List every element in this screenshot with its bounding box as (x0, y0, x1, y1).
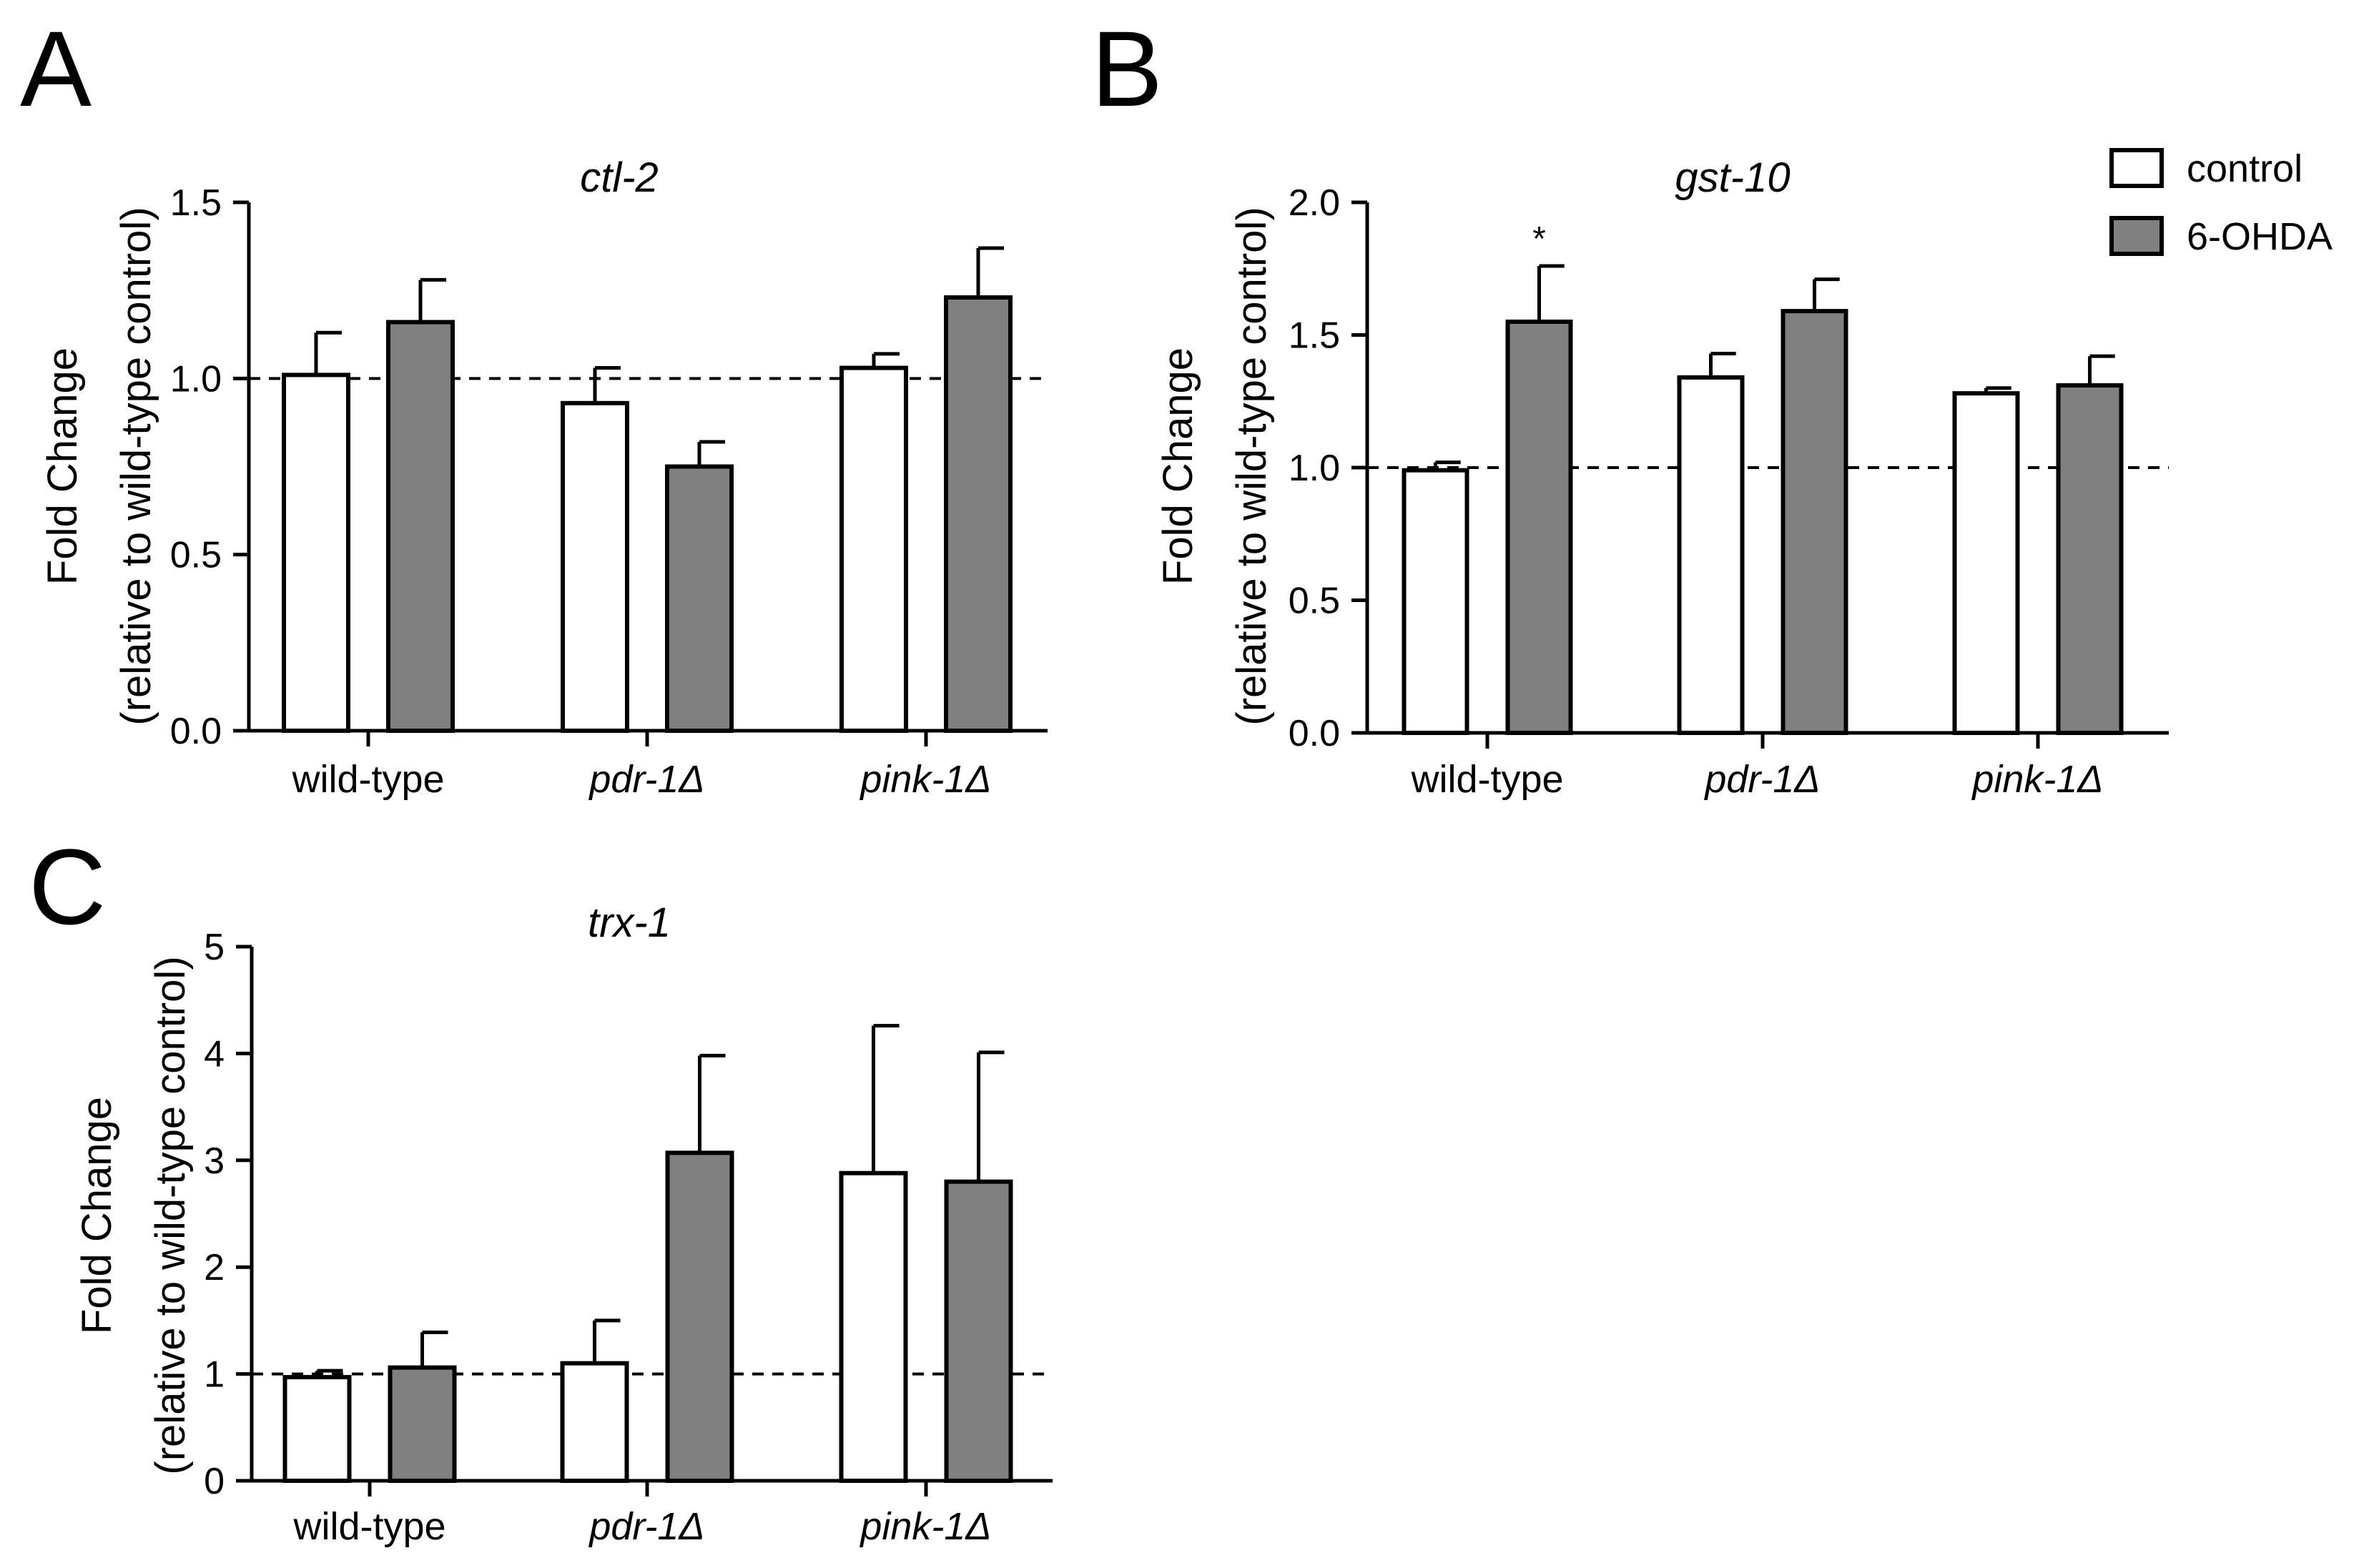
x-tick-label: pink-1Δ (859, 758, 991, 801)
bar-control-1 (560, 1361, 629, 1484)
y-axis-label: Fold Change (39, 347, 86, 585)
chart-title: ctl-2 (580, 154, 659, 201)
y-axis-label: Fold Change (1155, 347, 1201, 585)
bar-6-ohda-2 (944, 295, 1013, 733)
x-tick-label: pdr-1Δ (588, 1505, 704, 1548)
x-tick-label: pdr-1Δ (1703, 758, 1820, 801)
y-tick-label: 1.0 (170, 358, 222, 400)
bar-6-ohda-2 (944, 1179, 1013, 1484)
legend-swatch-control (2109, 148, 2164, 188)
bar-control-1 (561, 400, 629, 733)
y-axis-label-secondary: (relative to wild-type control) (1228, 207, 1275, 725)
x-tick-label: pink-1Δ (859, 1505, 991, 1548)
bar-control-2 (1952, 391, 2020, 735)
bar-6-ohda-0 (1505, 319, 1573, 735)
y-tick-label: 4 (204, 1033, 225, 1075)
chart-title: gst-10 (1675, 154, 1790, 201)
legend-label: control (2187, 147, 2303, 190)
panel-letter: B (1091, 9, 1163, 129)
bar-control-2 (839, 1170, 908, 1484)
chart-title: trx-1 (588, 899, 671, 946)
y-tick-label: 0.5 (170, 535, 222, 576)
y-axis-label-secondary: (relative to wild-type control) (113, 207, 159, 725)
bar-control-0 (282, 373, 350, 733)
legend-label: 6-OHDA (2187, 215, 2333, 258)
y-tick-label: 2 (204, 1247, 225, 1288)
significance-marker: * (1532, 220, 1546, 258)
x-tick-label: wild-type (1410, 758, 1563, 801)
x-tick-label: pdr-1Δ (588, 758, 704, 801)
y-axis-label-secondary: (relative to wild-type control) (147, 956, 194, 1474)
y-tick-label: 0.0 (1289, 713, 1340, 754)
bar-6-ohda-0 (388, 1365, 457, 1483)
bar-6-ohda-0 (386, 320, 455, 733)
x-tick-label: wild-type (291, 758, 444, 801)
x-tick-label: wild-type (292, 1505, 445, 1548)
bar-6-ohda-1 (1781, 309, 1848, 735)
bar-control-2 (839, 365, 908, 733)
bar-control-1 (1677, 375, 1745, 735)
y-tick-label: 1 (204, 1354, 225, 1396)
y-tick-label: 5 (204, 927, 225, 968)
y-tick-label: 1.5 (1289, 315, 1340, 357)
x-tick-label: pink-1Δ (1971, 758, 2103, 801)
panel-letter: A (20, 9, 92, 129)
bar-control-0 (1402, 468, 1469, 736)
y-tick-label: 0.0 (170, 711, 222, 752)
y-tick-label: 3 (204, 1140, 225, 1182)
y-tick-label: 0 (204, 1461, 225, 1502)
legend: control 6-OHDA (2109, 147, 2333, 258)
y-axis-label: Fold Change (74, 1097, 120, 1334)
y-tick-label: 1.5 (170, 182, 222, 224)
y-tick-label: 0.5 (1289, 581, 1340, 622)
bar-control-0 (282, 1375, 352, 1484)
bar-6-ohda-2 (2056, 383, 2124, 735)
legend-swatch-6-ohda (2109, 216, 2164, 256)
y-tick-label: 2.0 (1289, 182, 1340, 224)
bar-6-ohda-1 (665, 1150, 734, 1484)
bar-6-ohda-1 (665, 464, 734, 733)
panel-letter: C (29, 827, 106, 947)
y-tick-label: 1.0 (1289, 448, 1340, 489)
